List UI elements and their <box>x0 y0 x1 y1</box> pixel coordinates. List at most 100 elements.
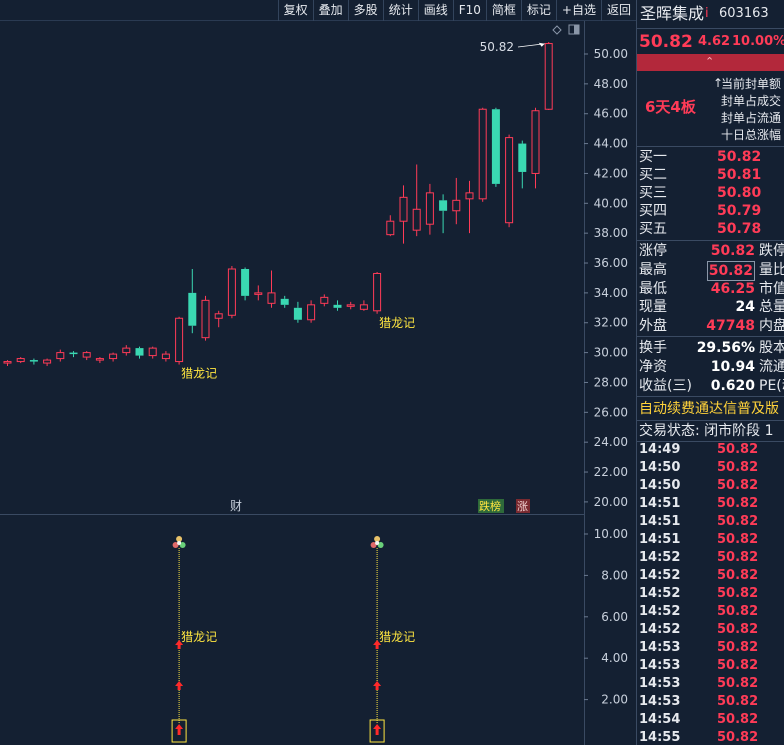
candle[interactable] <box>386 215 395 237</box>
candle[interactable] <box>439 194 448 234</box>
toolbar-button[interactable]: 复权 <box>277 0 313 21</box>
bid-price: 50.80 <box>717 185 762 201</box>
info-flag-icon[interactable]: i <box>705 6 709 21</box>
tick-row[interactable]: 14:49 50.82 <box>637 441 784 459</box>
tick-price: 50.82 <box>717 568 759 583</box>
toolbar-button[interactable]: 叠加 <box>312 0 348 21</box>
toolbar-button[interactable]: 简框 <box>485 0 521 21</box>
candle[interactable] <box>267 270 276 308</box>
toolbar-button[interactable]: 画线 <box>417 0 453 21</box>
order-book-row[interactable]: 买二 50.81 <box>637 166 784 184</box>
tick-time: 14:55 <box>639 730 681 745</box>
tick-row[interactable]: 14:53 50.82 <box>637 675 784 693</box>
price-line: 50.82 4.62 10.00% <box>637 31 784 53</box>
tick-price: 50.82 <box>717 442 759 457</box>
candle[interactable] <box>161 351 170 362</box>
chevron-up-icon[interactable]: ⌃ <box>705 55 715 68</box>
candle[interactable] <box>346 301 355 310</box>
candle[interactable] <box>452 177 461 225</box>
tick-row[interactable]: 14:52 50.82 <box>637 585 784 603</box>
order-book-row[interactable]: 买一 50.82 <box>637 148 784 166</box>
candle[interactable] <box>214 310 223 328</box>
candle[interactable] <box>175 316 184 365</box>
toolbar-button[interactable]: 返回 <box>600 0 636 21</box>
candle[interactable] <box>69 351 78 358</box>
candle[interactable] <box>135 346 144 359</box>
candle[interactable] <box>241 267 250 301</box>
candle[interactable] <box>465 180 474 234</box>
candle[interactable] <box>333 300 342 311</box>
order-book-row[interactable]: 买三 50.80 <box>637 184 784 202</box>
promo-link[interactable]: 自动续费通达信普及版 <box>637 399 784 419</box>
promo-text[interactable]: 自动续费通达信普及版 <box>639 401 779 417</box>
dieban-tag[interactable]: 跌榜 <box>479 499 501 513</box>
window-icon-fill <box>574 25 579 34</box>
candle[interactable] <box>491 107 500 187</box>
collapse-bar[interactable]: ⌃ <box>637 54 784 71</box>
candle[interactable] <box>399 185 408 244</box>
candle[interactable] <box>505 134 514 228</box>
order-book-row[interactable]: 买四 50.79 <box>637 202 784 220</box>
tick-row[interactable]: 14:52 50.82 <box>637 603 784 621</box>
stock-header[interactable]: 圣晖集成 i 603163 <box>637 2 784 26</box>
candle[interactable] <box>29 358 38 365</box>
toolbar-button[interactable]: 标记 <box>520 0 556 21</box>
toolbar-button[interactable]: +自选 <box>555 0 601 21</box>
candle[interactable] <box>227 266 236 319</box>
tick-row[interactable]: 14:53 50.82 <box>637 693 784 711</box>
candle[interactable] <box>201 295 210 341</box>
candle[interactable] <box>82 351 91 361</box>
candle[interactable] <box>122 345 131 356</box>
tick-row[interactable]: 14:52 50.82 <box>637 621 784 639</box>
tick-price: 50.82 <box>717 514 759 529</box>
candle[interactable] <box>531 107 540 189</box>
diamond-icon[interactable] <box>552 25 562 35</box>
finance-value: 0.620 <box>710 378 755 394</box>
candle[interactable] <box>307 300 316 323</box>
tick-row[interactable]: 14:53 50.82 <box>637 657 784 675</box>
candle[interactable] <box>109 352 118 362</box>
candle[interactable] <box>148 346 157 359</box>
candle[interactable] <box>43 358 52 367</box>
toolbar-button[interactable]: F10 <box>452 0 486 21</box>
order-book-row[interactable]: 买五 50.78 <box>637 220 784 238</box>
tick-row[interactable]: 14:51 50.82 <box>637 495 784 513</box>
candle[interactable] <box>518 140 527 189</box>
zhang-tag[interactable]: 涨 <box>517 500 528 513</box>
candlestick-series[interactable] <box>3 42 553 367</box>
candle[interactable] <box>16 357 25 364</box>
tick-price: 50.82 <box>717 496 759 511</box>
candle[interactable] <box>412 164 421 237</box>
candle[interactable] <box>359 300 368 311</box>
candle[interactable] <box>3 360 12 367</box>
candle[interactable] <box>544 42 553 110</box>
tick-row[interactable]: 14:52 50.82 <box>637 567 784 585</box>
tick-row[interactable]: 14:51 50.82 <box>637 531 784 549</box>
kline-chart[interactable]: 50.00 48.00 46.00 44.00 42.00 40.00 38.00 36.00… <box>0 21 636 745</box>
candle[interactable] <box>373 271 382 314</box>
tick-row[interactable]: 14:55 50.82 <box>637 729 784 745</box>
candle[interactable] <box>56 349 65 362</box>
toolbar-button[interactable]: 多股 <box>347 0 383 21</box>
candle[interactable] <box>478 107 487 202</box>
candle[interactable] <box>293 301 302 323</box>
tick-row[interactable]: 14:50 50.82 <box>637 477 784 495</box>
tick-row[interactable]: 14:51 50.82 <box>637 513 784 531</box>
tick-row[interactable]: 14:53 50.82 <box>637 639 784 657</box>
tick-row[interactable]: 14:50 50.82 <box>637 459 784 477</box>
toolbar-button[interactable]: 统计 <box>382 0 418 21</box>
tick-row[interactable]: 14:52 50.82 <box>637 549 784 567</box>
candle[interactable] <box>425 183 434 235</box>
candle-body <box>82 352 91 358</box>
candle-body <box>43 359 52 364</box>
candle[interactable] <box>320 294 329 307</box>
candle[interactable] <box>254 285 263 301</box>
tick-time: 14:50 <box>639 460 681 475</box>
tick-row[interactable]: 14:54 50.82 <box>637 711 784 729</box>
candle[interactable] <box>188 268 197 334</box>
finance-row: 换手 29.56%股本 <box>637 339 784 357</box>
candle[interactable] <box>95 357 104 364</box>
candle[interactable] <box>280 295 289 308</box>
finance-tag[interactable]: 财 <box>230 499 242 513</box>
